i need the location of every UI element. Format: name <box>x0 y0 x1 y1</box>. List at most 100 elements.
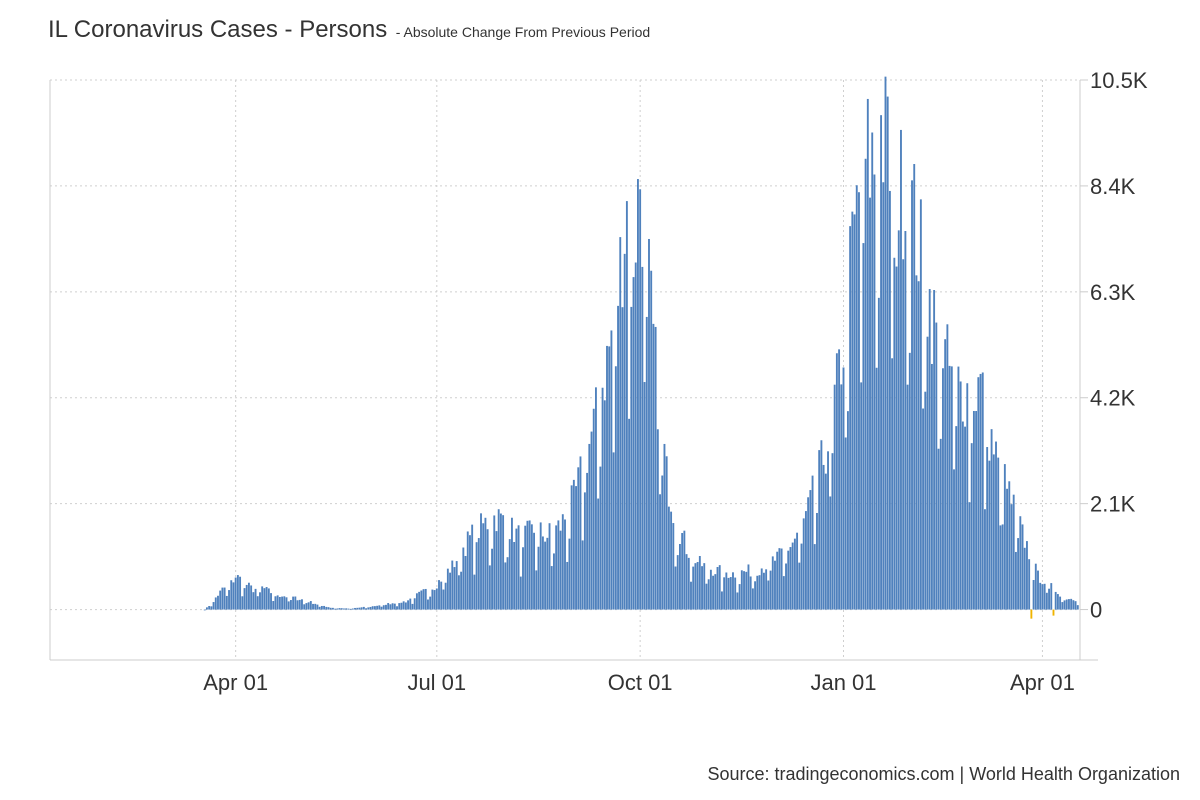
bar <box>453 567 456 610</box>
bar <box>575 486 577 610</box>
bar <box>230 580 233 610</box>
bar <box>818 450 821 610</box>
bar <box>422 589 425 610</box>
bar <box>981 372 984 610</box>
bar <box>347 608 350 610</box>
bar <box>944 339 947 610</box>
bar <box>1003 464 1006 610</box>
bar <box>663 443 666 610</box>
bar <box>619 237 622 610</box>
bar <box>1076 605 1079 610</box>
bar <box>838 349 841 610</box>
bar <box>617 305 619 610</box>
bar <box>650 270 653 610</box>
chart-title-group: IL Coronavirus Cases - Persons - Absolut… <box>48 16 650 44</box>
y-tick-label: 0 <box>1090 598 1102 623</box>
bar <box>654 326 657 610</box>
x-tick-label: Oct 01 <box>608 670 673 695</box>
bar <box>385 604 387 610</box>
bar <box>683 530 686 610</box>
bar <box>1056 594 1059 610</box>
bar <box>285 597 288 610</box>
bar <box>787 550 790 610</box>
bar <box>1012 494 1015 610</box>
bar <box>846 411 849 610</box>
bar <box>272 601 275 610</box>
bar <box>495 531 498 610</box>
bar <box>745 571 748 610</box>
bar <box>634 262 637 610</box>
bar <box>1008 481 1011 610</box>
bar <box>298 599 301 610</box>
bar <box>630 306 633 610</box>
bar <box>767 580 770 610</box>
bar <box>254 588 257 610</box>
bar <box>884 76 887 610</box>
bar <box>687 557 690 610</box>
bar <box>754 581 757 610</box>
bar <box>373 606 376 610</box>
bar <box>789 547 792 610</box>
bar <box>816 512 818 610</box>
bar <box>429 596 432 610</box>
bar <box>782 576 785 610</box>
bar <box>475 542 478 610</box>
bar <box>895 266 898 610</box>
bar <box>431 589 434 610</box>
bar <box>1063 600 1066 610</box>
bar <box>694 563 697 610</box>
bar <box>869 197 871 610</box>
bar <box>389 604 392 610</box>
bar <box>701 566 703 610</box>
bar <box>418 591 421 610</box>
bar <box>526 520 529 610</box>
bar <box>670 511 673 610</box>
bar <box>460 571 463 610</box>
bar <box>858 192 860 610</box>
bar <box>316 604 319 610</box>
bar <box>862 243 865 610</box>
bar <box>263 588 266 610</box>
bar <box>679 543 681 610</box>
bar <box>648 238 650 610</box>
bar <box>294 596 297 610</box>
bar <box>517 525 520 610</box>
bar <box>219 590 222 610</box>
bar <box>289 600 292 610</box>
bar <box>813 544 816 610</box>
bar <box>811 475 814 610</box>
bar <box>716 567 719 610</box>
bar <box>873 174 876 610</box>
bar <box>833 384 836 610</box>
bar <box>205 607 208 610</box>
bar <box>318 606 321 610</box>
bar <box>577 467 580 610</box>
bar <box>382 605 385 610</box>
bar <box>988 460 991 610</box>
bar <box>415 593 418 610</box>
bar <box>336 608 339 610</box>
bar <box>1023 547 1026 610</box>
bar <box>595 387 597 610</box>
x-tick-label: Jan 01 <box>810 670 876 695</box>
bar <box>581 540 584 610</box>
bar <box>564 519 566 610</box>
bar <box>758 575 761 610</box>
y-tick-label: 10.5K <box>1090 68 1148 93</box>
bar <box>1010 504 1013 610</box>
bar <box>208 606 211 610</box>
bar <box>449 572 452 610</box>
bar <box>533 532 535 610</box>
bar <box>511 517 513 610</box>
bar <box>939 438 942 610</box>
chart-subtitle: - Absolute Change From Previous Period <box>395 24 651 40</box>
bar <box>864 158 867 610</box>
bar <box>935 322 938 610</box>
bar <box>398 603 401 610</box>
y-tick-label: 6.3K <box>1090 280 1136 305</box>
bar <box>628 418 631 610</box>
bar <box>440 581 443 610</box>
bar <box>223 587 226 610</box>
bar <box>1045 592 1048 610</box>
